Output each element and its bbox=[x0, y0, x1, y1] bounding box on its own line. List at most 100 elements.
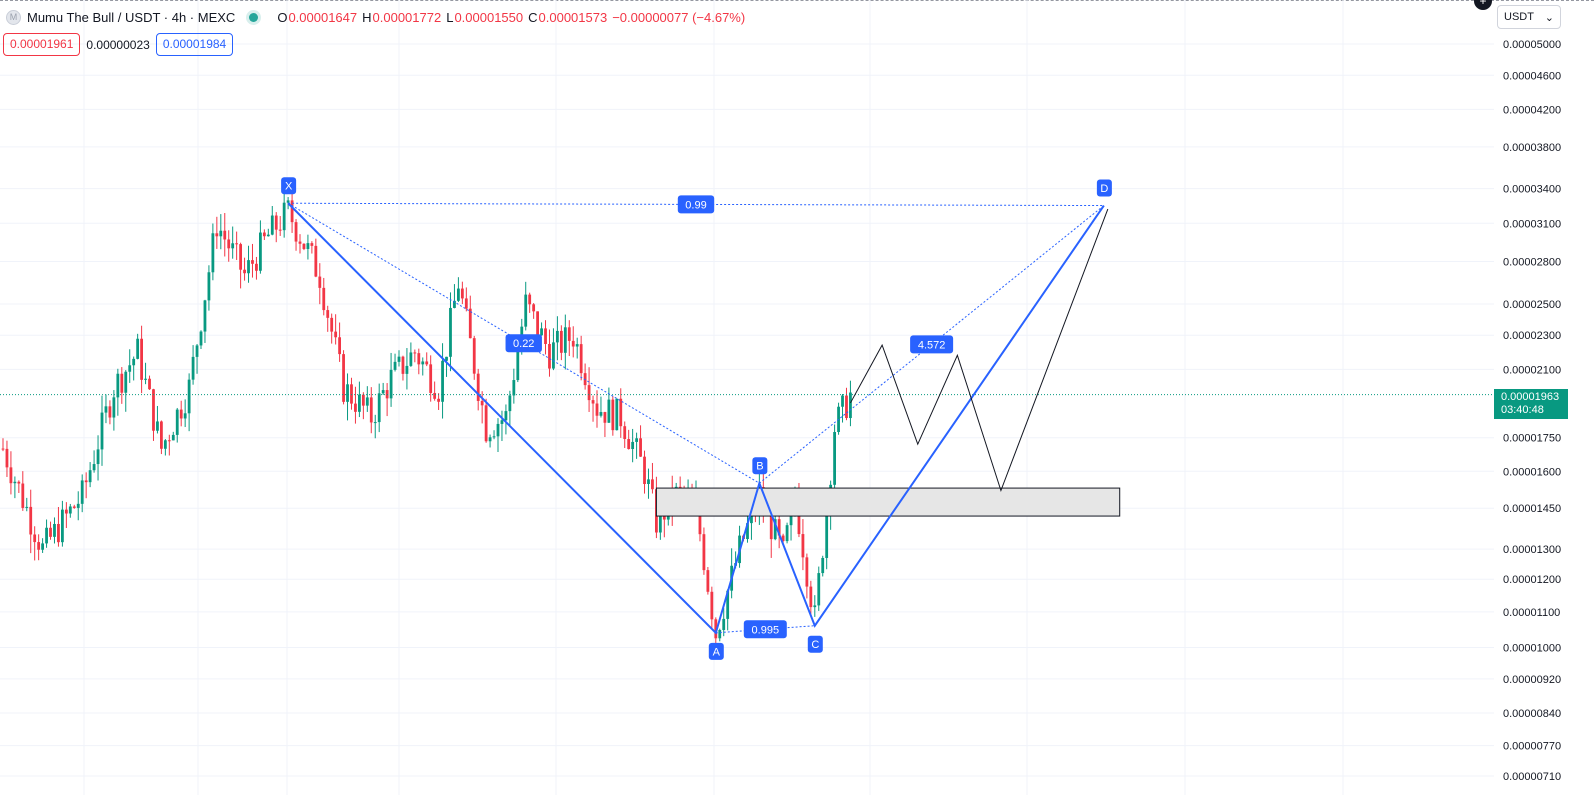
candle-body bbox=[195, 345, 199, 357]
candle-body bbox=[207, 272, 211, 301]
candle-body bbox=[595, 403, 599, 416]
candle-body bbox=[175, 409, 179, 435]
candle-body bbox=[160, 421, 163, 449]
price-tick-label: 0.00002800 bbox=[1503, 256, 1561, 268]
candle-body bbox=[338, 337, 341, 355]
currency-select-value: USDT bbox=[1504, 11, 1534, 23]
candle-body bbox=[377, 393, 381, 423]
projection-path[interactable] bbox=[850, 208, 1109, 493]
candle-body bbox=[492, 436, 496, 438]
candle-body bbox=[298, 241, 302, 244]
candle-body bbox=[37, 542, 41, 550]
price-tick-label: 0.00001100 bbox=[1503, 607, 1560, 619]
candle-body bbox=[29, 506, 33, 535]
xabcd-pattern[interactable]: X A B C D 0.99 0.22 0.995 4.572 bbox=[281, 177, 1112, 660]
buy-button[interactable]: 0.00001984 bbox=[155, 33, 234, 56]
candle-body bbox=[468, 308, 472, 339]
candle-body bbox=[282, 202, 286, 231]
candle-body bbox=[223, 230, 227, 240]
candle-body bbox=[132, 358, 136, 366]
candle-body bbox=[290, 200, 294, 223]
candle-body bbox=[45, 527, 48, 544]
pattern-point-label: C bbox=[811, 639, 819, 651]
open-value: 0.00001647 bbox=[288, 9, 358, 25]
candle-body bbox=[346, 384, 349, 402]
candle-body bbox=[148, 378, 151, 390]
pattern-point-B[interactable] bbox=[752, 457, 768, 475]
candle-body bbox=[57, 523, 60, 543]
candle-body bbox=[104, 406, 108, 413]
pattern-point-D[interactable] bbox=[1096, 179, 1112, 197]
candle-body bbox=[777, 519, 781, 536]
candle-body bbox=[369, 397, 373, 423]
ratio-badge[interactable] bbox=[910, 335, 954, 354]
candle-body bbox=[825, 511, 829, 558]
ratio-badge[interactable] bbox=[677, 195, 715, 214]
candle-body bbox=[140, 338, 143, 380]
candle-body bbox=[9, 467, 13, 484]
candle-body bbox=[61, 509, 64, 543]
candle-body bbox=[120, 373, 124, 393]
add-plus-icon[interactable]: + bbox=[1474, 0, 1492, 10]
candle-body bbox=[437, 398, 440, 402]
candle-body bbox=[639, 438, 642, 457]
candles bbox=[1, 183, 852, 652]
ratio-badge[interactable] bbox=[743, 620, 787, 639]
symbol-title[interactable]: Mumu The Bull / USDT · 4h · MEXC bbox=[27, 9, 236, 25]
candle-body bbox=[108, 406, 112, 418]
candle-body bbox=[500, 420, 504, 424]
candle-body bbox=[706, 570, 710, 592]
pattern-point-A[interactable] bbox=[708, 642, 724, 660]
close-label: C bbox=[528, 9, 538, 25]
candle-body bbox=[714, 619, 718, 639]
candle-body bbox=[845, 395, 848, 419]
candle-body bbox=[746, 523, 749, 540]
currency-select[interactable]: USDT ⌄ bbox=[1497, 5, 1561, 29]
candle-body bbox=[64, 509, 68, 514]
candle-body bbox=[540, 328, 543, 336]
candle-body bbox=[508, 395, 512, 412]
current-price-value: 0.00001963 bbox=[1501, 391, 1560, 403]
pattern-point-X[interactable] bbox=[281, 177, 297, 195]
candle-body bbox=[322, 287, 326, 311]
close-value: 0.00001573 bbox=[538, 9, 608, 25]
price-tick-label: 0.00004200 bbox=[1503, 104, 1561, 116]
pattern-legs[interactable] bbox=[287, 202, 1105, 635]
price-tick-label: 0.00003100 bbox=[1503, 218, 1561, 230]
price-tick-label: 0.00001450 bbox=[1503, 503, 1561, 515]
high-value: 0.00001772 bbox=[372, 9, 442, 25]
candle-body bbox=[219, 230, 223, 237]
candle-body bbox=[722, 618, 726, 630]
candle-body bbox=[651, 479, 654, 490]
candle-body bbox=[619, 398, 623, 427]
candle-body bbox=[68, 506, 72, 514]
candle-body bbox=[805, 557, 809, 587]
candle-body bbox=[211, 233, 215, 273]
candle-body bbox=[781, 535, 785, 542]
candle-body bbox=[136, 338, 140, 359]
candle-body bbox=[528, 294, 532, 305]
candle-body bbox=[13, 481, 17, 484]
candle-body bbox=[389, 369, 393, 399]
market-status-icon bbox=[249, 12, 259, 22]
candle-body bbox=[773, 519, 777, 540]
price-tick-label: 0.00003400 bbox=[1503, 184, 1561, 196]
ratio-label: 0.22 bbox=[513, 338, 534, 350]
candle-body bbox=[460, 288, 464, 299]
candle-body bbox=[571, 340, 575, 347]
candle-body bbox=[163, 440, 167, 449]
current-price-tag: 0.00001963 03:40:48 bbox=[1494, 389, 1568, 419]
price-tick-label: 0.00002500 bbox=[1503, 299, 1561, 311]
candle-body bbox=[128, 365, 132, 372]
price-axis[interactable]: 0.00005000 0.00004600 0.00004200 0.00003800… bbox=[1503, 39, 1561, 783]
candle-body bbox=[409, 352, 413, 366]
sell-button[interactable]: 0.00001961 bbox=[3, 33, 81, 56]
price-tick-label: 0.00005000 bbox=[1503, 39, 1561, 51]
candle-body bbox=[187, 379, 191, 414]
ratio-badge[interactable] bbox=[505, 334, 542, 353]
candle-body bbox=[480, 400, 484, 406]
support-zone-rect[interactable] bbox=[655, 487, 1121, 517]
candle-body bbox=[425, 361, 429, 365]
pattern-point-C[interactable] bbox=[807, 635, 823, 653]
